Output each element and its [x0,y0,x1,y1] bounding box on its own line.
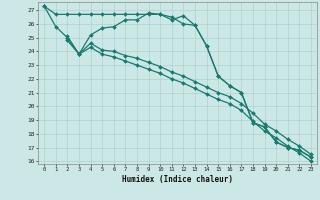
X-axis label: Humidex (Indice chaleur): Humidex (Indice chaleur) [122,175,233,184]
